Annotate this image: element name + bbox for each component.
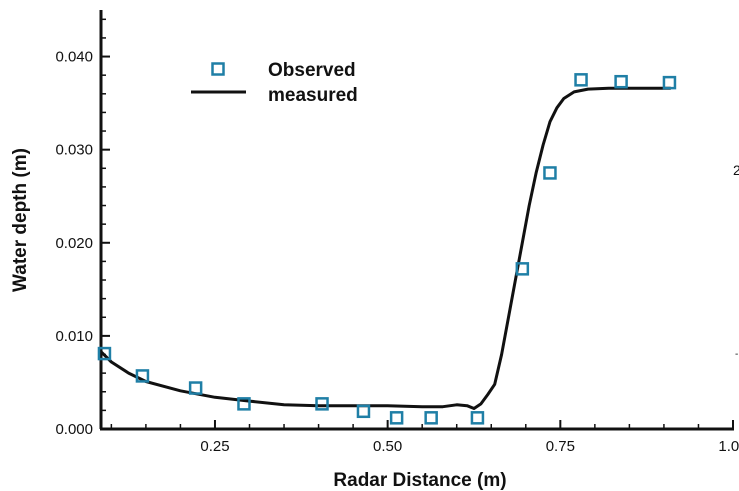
stray-mark-2: 2 — [733, 162, 739, 178]
x-tick-label: 1.00 — [718, 438, 739, 455]
stray-mark-dash: - — [735, 349, 738, 360]
series-measured — [99, 86, 671, 410]
x-tick-label: 0.25 — [200, 438, 229, 455]
observed-point — [188, 381, 203, 395]
x-tick-label: 0.75 — [546, 438, 575, 455]
observed-point — [389, 411, 404, 425]
observed-point — [614, 74, 628, 89]
y-tick-label: 0.000 — [55, 421, 93, 438]
axes — [99, 10, 734, 431]
y-tick-label: 0.010 — [55, 328, 93, 345]
observed-point — [237, 397, 251, 411]
x-axis-title: Radar Distance (m) — [333, 470, 506, 491]
observed-point — [470, 411, 485, 425]
observed-point — [662, 75, 677, 90]
x-tick-label: 0.50 — [373, 438, 402, 455]
observed-point — [356, 404, 371, 419]
tick-labels: 0.000 0.010 0.020 0.030 0.040 0.25 0.50 0.75 1.0… — [55, 49, 739, 455]
tick-marks — [101, 18, 734, 430]
legend: Observed measured — [191, 60, 358, 106]
legend-observed-marker — [211, 62, 225, 76]
legend-observed-label: Observed — [268, 60, 356, 81]
y-tick-label: 0.030 — [55, 142, 93, 159]
observed-point — [135, 369, 150, 383]
observed-point — [97, 346, 112, 361]
measured-line — [99, 86, 671, 410]
y-tick-label: 0.020 — [55, 235, 93, 252]
y-axis-title: Water depth (m) — [10, 148, 31, 292]
observed-point — [574, 73, 588, 87]
observed-point — [424, 411, 438, 425]
observed-point — [515, 262, 530, 276]
legend-measured-label: measured — [268, 85, 358, 106]
series-observed — [97, 73, 677, 425]
observed-point — [315, 397, 329, 411]
y-tick-label: 0.040 — [55, 49, 93, 66]
observed-point — [543, 166, 557, 180]
